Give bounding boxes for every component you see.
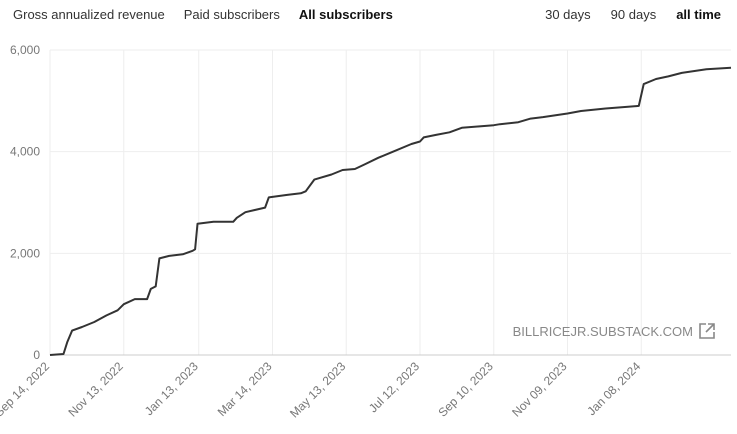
grid-lines (49, 49, 731, 355)
external-link-icon[interactable] (699, 323, 715, 339)
x-tick-label: May 13, 2023 (287, 359, 349, 421)
range-tabs: 30 days 90 days all time (545, 7, 721, 22)
tab-gross-annualized-revenue[interactable]: Gross annualized revenue (13, 7, 165, 22)
series-line-all-subscribers (49, 66, 732, 356)
y-tick-label: 0 (33, 348, 40, 362)
tab-30-days[interactable]: 30 days (545, 7, 591, 22)
y-tick-label: 4,000 (10, 145, 40, 159)
y-tick-label: 2,000 (10, 246, 40, 260)
watermark-text: BILLRICEJR.SUBSTACK.COM (513, 324, 693, 339)
x-axis-labels: Sep 14, 2022 Nov 13, 2022 Jan 13, 2023 Mar … (0, 359, 644, 421)
y-axis-labels: 0 2,000 4,000 6,000 (10, 43, 40, 362)
tab-all-subscribers[interactable]: All subscribers (298, 7, 393, 22)
y-tick-label: 6,000 (10, 43, 40, 57)
tab-paid-subscribers[interactable]: Paid subscribers (183, 7, 280, 22)
x-tick-label: Nov 13, 2022 (65, 359, 126, 420)
x-tick-label: Mar 14, 2023 (215, 359, 275, 419)
x-tick-label: Sep 14, 2022 (0, 359, 52, 420)
x-tick-label: Sep 10, 2023 (435, 359, 496, 420)
x-tick-label: Jan 13, 2023 (142, 359, 201, 418)
x-tick-label: Jul 12, 2023 (366, 359, 422, 415)
metric-tabs: Gross annualized revenue Paid subscriber… (13, 7, 393, 22)
tab-90-days[interactable]: 90 days (610, 7, 657, 22)
x-tick-label: Nov 09, 2023 (509, 359, 570, 420)
x-tick-label: Jan 08, 2024 (584, 359, 643, 418)
tab-all-time[interactable]: all time (676, 7, 721, 22)
